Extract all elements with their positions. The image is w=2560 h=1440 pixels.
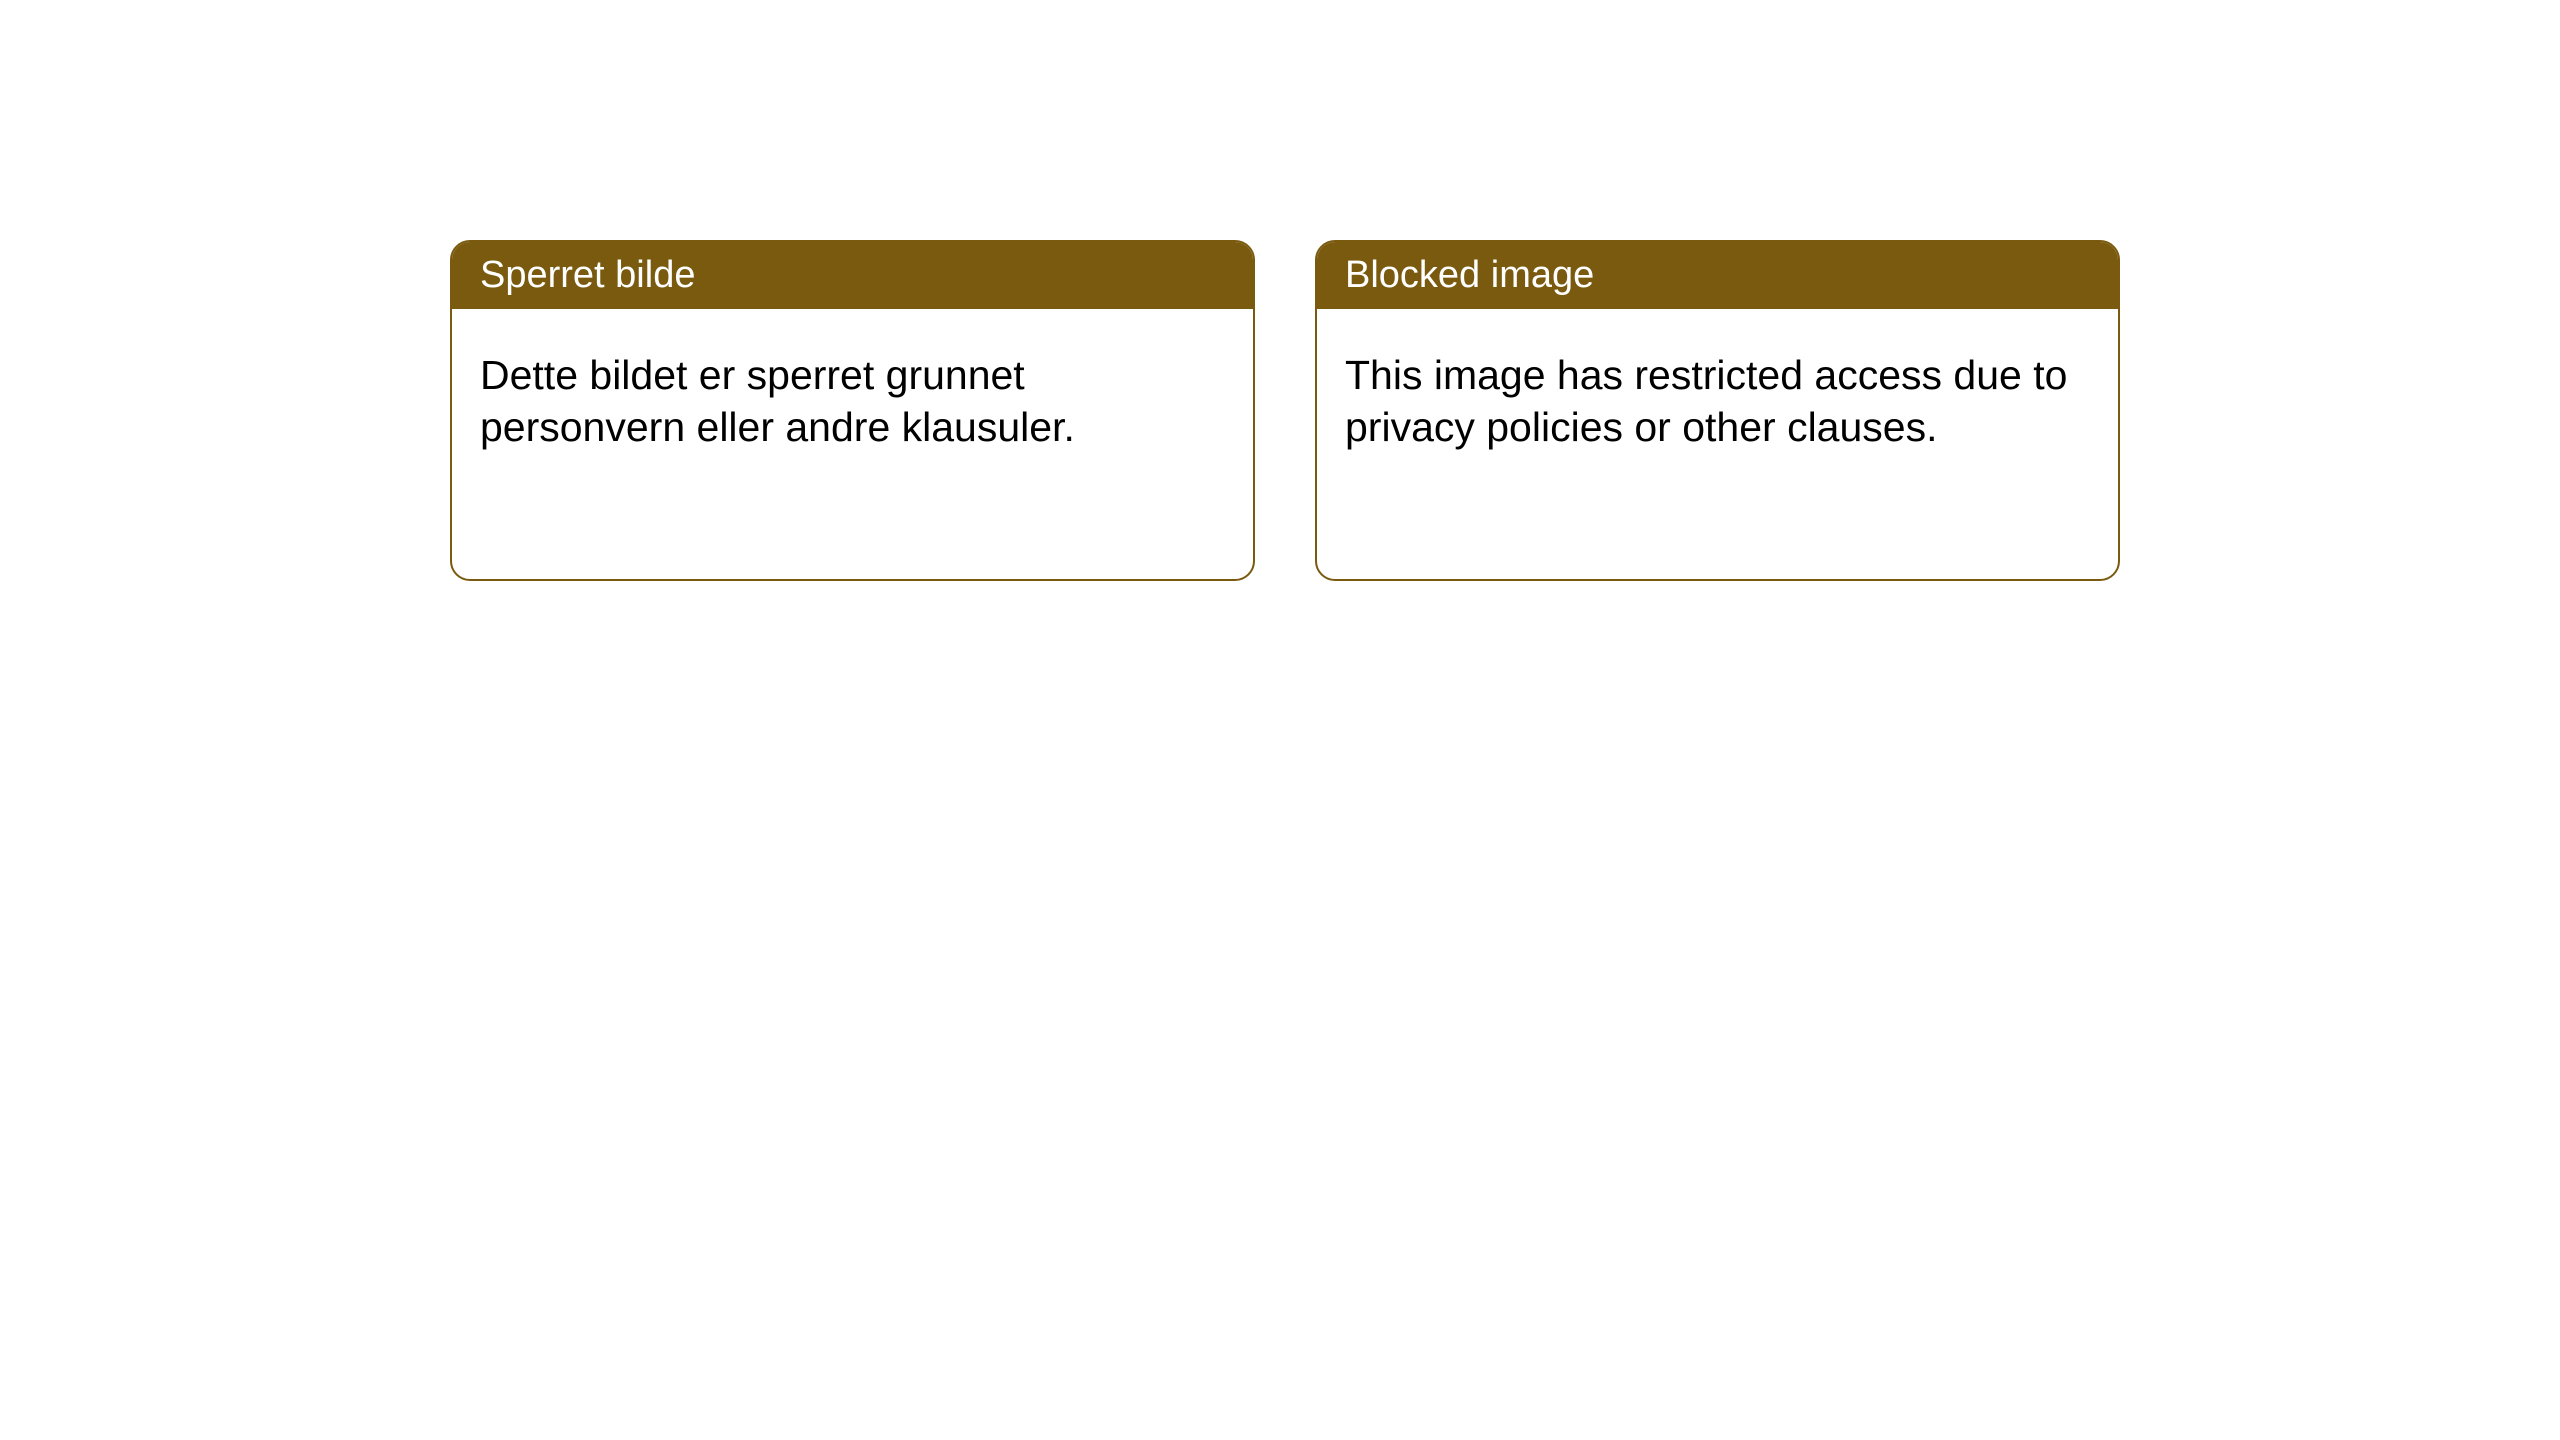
- notice-panel-norwegian: Sperret bilde Dette bildet er sperret gr…: [450, 240, 1255, 581]
- panel-title: Blocked image: [1345, 254, 1594, 296]
- panel-header: Sperret bilde: [452, 242, 1253, 309]
- panel-title: Sperret bilde: [480, 254, 695, 296]
- notice-panel-english: Blocked image This image has restricted …: [1315, 240, 2120, 581]
- notice-container: Sperret bilde Dette bildet er sperret gr…: [450, 240, 2120, 581]
- panel-body: This image has restricted access due to …: [1317, 309, 2118, 494]
- panel-header: Blocked image: [1317, 242, 2118, 309]
- panel-text: This image has restricted access due to …: [1345, 349, 2090, 454]
- panel-body: Dette bildet er sperret grunnet personve…: [452, 309, 1253, 494]
- panel-text: Dette bildet er sperret grunnet personve…: [480, 349, 1225, 454]
